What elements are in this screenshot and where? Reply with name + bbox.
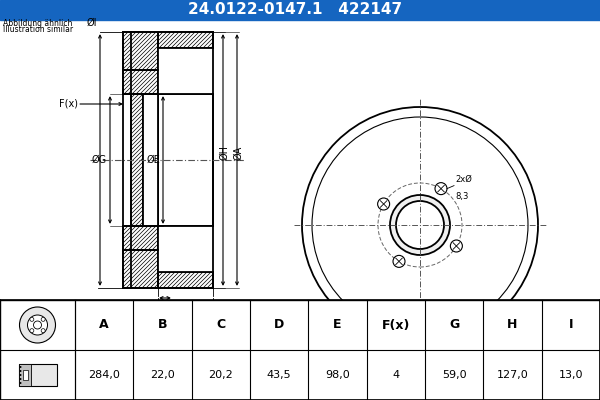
Text: D: D [274, 318, 284, 332]
Bar [158, 94, 213, 226]
Bar [143, 94, 158, 226]
Text: 20,2: 20,2 [208, 370, 233, 380]
Text: B: B [158, 318, 167, 332]
Bar [158, 32, 213, 48]
Circle shape [435, 183, 447, 195]
Text: 59,0: 59,0 [442, 370, 466, 380]
Circle shape [377, 198, 389, 210]
Text: 8,3: 8,3 [455, 192, 469, 201]
Text: 13,0: 13,0 [559, 370, 583, 380]
Circle shape [390, 195, 450, 255]
Text: D: D [143, 323, 151, 333]
Text: F(x): F(x) [382, 318, 410, 332]
Circle shape [302, 107, 538, 343]
Text: ®: ® [451, 268, 459, 278]
Circle shape [41, 317, 45, 321]
Bar [158, 48, 213, 94]
Bar [123, 250, 158, 288]
Text: C: C [216, 318, 226, 332]
Text: C (MTH): C (MTH) [166, 313, 205, 323]
Bar [19, 364, 56, 386]
Circle shape [30, 329, 34, 333]
Bar [23, 370, 28, 380]
Text: 24.0122-0147.1   422147: 24.0122-0147.1 422147 [188, 2, 402, 18]
Text: Abbildung ähnlich: Abbildung ähnlich [3, 18, 73, 28]
Text: 98,0: 98,0 [325, 370, 350, 380]
Text: B: B [161, 302, 169, 312]
Text: 4: 4 [392, 370, 400, 380]
Text: ØI: ØI [86, 18, 97, 28]
Text: 284,0: 284,0 [88, 370, 120, 380]
Bar [0, 300, 600, 400]
Bar [123, 226, 158, 250]
Text: ØG: ØG [92, 155, 107, 165]
Circle shape [34, 321, 41, 329]
Text: A: A [100, 318, 109, 332]
Bar [158, 226, 213, 272]
Text: 22,0: 22,0 [150, 370, 175, 380]
Text: F(x): F(x) [59, 99, 78, 109]
Circle shape [28, 315, 47, 335]
Text: Ate: Ate [384, 251, 436, 279]
Circle shape [30, 317, 34, 321]
Text: Illustration similar: Illustration similar [3, 26, 73, 34]
Bar [123, 70, 158, 94]
Circle shape [19, 382, 22, 384]
Bar [0, 0, 600, 20]
Bar [158, 272, 213, 288]
Circle shape [41, 329, 45, 333]
Bar [123, 32, 158, 70]
Circle shape [19, 378, 22, 380]
Text: G: G [449, 318, 459, 332]
Text: ØH: ØH [219, 145, 229, 160]
Circle shape [393, 255, 405, 267]
Text: H: H [508, 318, 518, 332]
Text: 127,0: 127,0 [497, 370, 529, 380]
Text: ØE: ØE [146, 155, 160, 165]
Text: ØA: ØA [233, 146, 243, 160]
Circle shape [19, 366, 22, 368]
Bar [19, 364, 31, 386]
Circle shape [451, 240, 463, 252]
Text: I: I [569, 318, 573, 332]
Circle shape [19, 307, 56, 343]
Circle shape [19, 370, 22, 372]
Text: 43,5: 43,5 [267, 370, 292, 380]
Circle shape [396, 201, 444, 249]
Bar [0, 20, 600, 300]
Text: 2xØ: 2xØ [455, 175, 472, 184]
Text: E: E [333, 318, 342, 332]
Circle shape [19, 374, 22, 376]
Bar [131, 94, 143, 226]
